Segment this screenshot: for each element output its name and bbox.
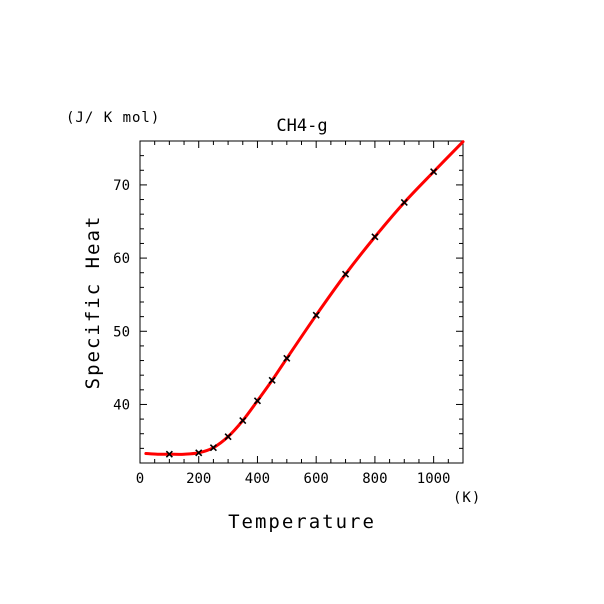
x-tick-label: 800 [362,471,387,487]
x-tick-label: 200 [186,471,211,487]
y-unit-label: (J/ K mol) [66,110,160,126]
data-point-marker [312,311,320,319]
data-point-marker [209,444,217,452]
y-tick-label: 70 [113,178,130,194]
data-point-marker [283,354,291,362]
data-point-marker [400,198,408,207]
data-point-marker [253,397,262,405]
data-point-marker [239,416,247,425]
x-axis-label: Temperature [228,511,376,533]
specific-heat-curve [144,140,465,456]
y-tick-label: 60 [113,251,130,267]
data-point-marker [268,376,276,384]
x-tick-label: 600 [304,471,329,487]
x-unit-label: (K) [453,490,481,506]
y-tick-label: 50 [113,324,130,340]
chart-title: CH4-g [276,116,327,136]
data-point-marker [341,270,350,278]
y-axis-label: Specific Heat [82,215,104,390]
data-point-marker [430,168,438,176]
series-layer [144,140,465,458]
data-point-marker [371,233,379,241]
x-tick-label: 1000 [417,471,451,487]
data-point-marker [165,450,173,458]
data-point-marker [195,449,203,457]
data-point-marker [224,433,232,441]
x-tick-label: 400 [245,471,270,487]
x-tick-label: 0 [136,471,144,487]
tick-labels: 0 200 400 600 800 1000 40 50 60 70 [113,178,450,487]
axis-ticks [139,140,464,464]
y-tick-label: 40 [113,397,130,413]
